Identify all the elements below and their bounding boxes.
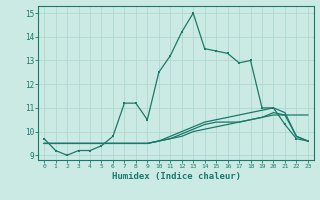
X-axis label: Humidex (Indice chaleur): Humidex (Indice chaleur)	[111, 172, 241, 181]
